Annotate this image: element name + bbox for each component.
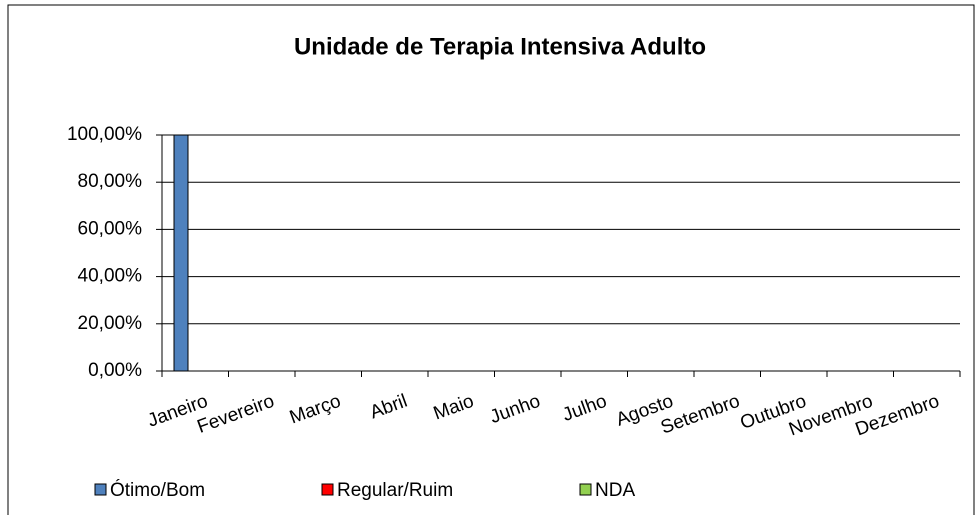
chart-border: [7, 4, 975, 515]
legend-swatch: [579, 483, 592, 496]
legend-label: Regular/Ruim: [337, 480, 453, 501]
y-tick-label: 100,00%: [67, 124, 142, 145]
chart-title: Unidade de Terapia Intensiva Adulto: [294, 33, 706, 60]
legend-swatch: [321, 483, 334, 496]
y-tick-label: 0,00%: [88, 360, 142, 381]
legend-swatch: [94, 483, 107, 496]
legend-label: NDA: [595, 480, 635, 501]
legend-label: Ótimo/Bom: [110, 479, 205, 501]
y-tick-label: 60,00%: [78, 218, 143, 239]
bar: [173, 134, 189, 372]
y-tick-label: 40,00%: [78, 266, 143, 287]
y-tick-label: 80,00%: [78, 171, 143, 192]
y-tick-label: 20,00%: [78, 313, 143, 334]
